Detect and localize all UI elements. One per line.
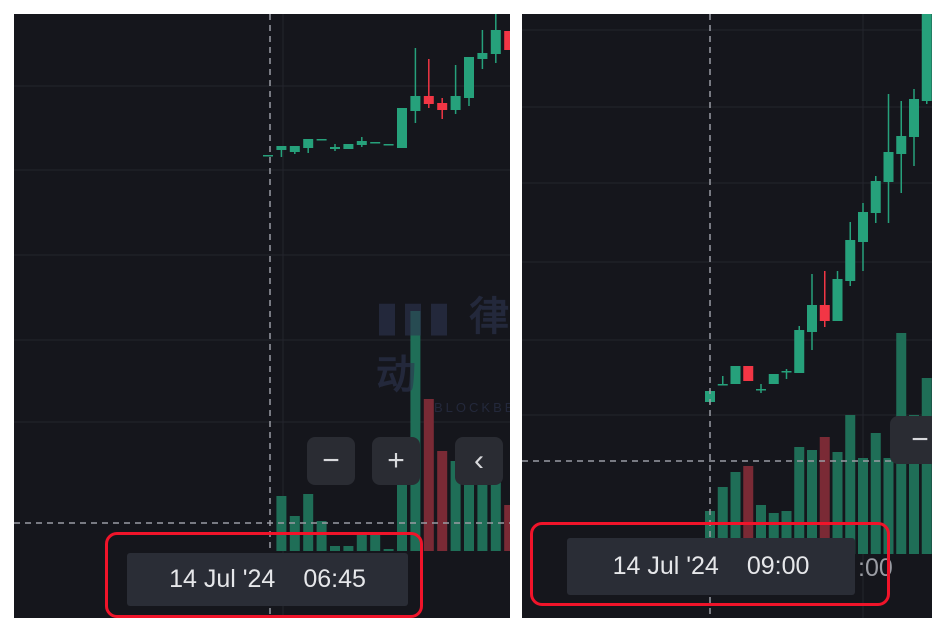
volume-bar [450,461,461,551]
crosshair-date: 14 Jul '24 [169,565,276,593]
candle-body [289,146,300,152]
volume-bar [383,549,394,551]
volume-bar [423,399,434,551]
minus-icon: − [911,423,929,456]
candle-body [370,142,381,144]
candle-body [356,141,367,145]
candle-body [450,96,461,110]
volume-bar [781,511,792,554]
candle-body [303,139,314,148]
highlight-box-right [530,522,890,606]
volume-bar [437,451,448,551]
scroll-back-button[interactable]: ‹ [455,437,503,485]
volume-bar [504,505,510,551]
volume-bar [845,415,856,554]
crosshair-time: 06:45 [303,565,366,593]
candle-body [437,103,448,110]
candle-body [397,108,407,148]
volume-bar [794,447,805,554]
candle-body [730,366,741,384]
zoom-out-button[interactable]: − [890,416,932,464]
candle-body [819,305,830,321]
volume-bar [858,458,868,554]
candle-body [490,30,501,54]
volume-bar [343,546,354,551]
candle-body [845,240,856,281]
volume-bar [370,534,381,551]
volume-bar [330,546,340,551]
highlight-box-left [105,532,423,618]
candle-body [343,144,354,149]
volume-bar [832,452,843,554]
candle-body [781,371,792,373]
candle-body [504,31,510,50]
candle-body [423,96,434,104]
plus-icon: + [387,444,405,477]
candle-body [756,389,766,391]
zoom-in-button[interactable]: + [372,437,420,485]
candle-body [263,155,273,157]
volume-bar [909,415,919,554]
candle-body [743,366,754,381]
candlestick-chart-left[interactable] [14,14,510,618]
candle-body [383,144,394,146]
volume-bar [756,505,766,554]
crosshair-time: 09:00 [746,552,810,580]
candle-body [276,146,287,150]
candle-body [768,374,779,384]
crosshair-time-label: 14 Jul '24 06:45 [127,553,408,606]
volume-bar [730,472,741,554]
candle-body [705,391,715,402]
candle-body [717,384,728,386]
volume-bar [490,461,501,551]
zoom-out-button[interactable]: − [307,437,355,485]
candle-body [896,136,907,154]
candle-body [410,96,421,111]
volume-bar [464,481,474,551]
candle-body [794,330,805,373]
volume-bar [819,437,830,554]
volume-bar [743,466,754,554]
volume-bar [316,521,327,551]
volume-bar [356,534,367,551]
candle-body [832,279,843,321]
candle-body [883,152,894,182]
crosshair-time-label: 14 Jul '24 09:00 [567,538,855,595]
candle-body [316,139,327,141]
volume-bar [477,481,488,551]
candle-body [477,53,488,59]
candle-body [870,181,881,213]
volume-bar [870,433,881,554]
crosshair-date: 14 Jul '24 [612,552,719,580]
candle-body [330,147,340,149]
candle-body [909,99,919,137]
volume-bar [303,494,314,551]
time-axis-label: :00 [858,554,893,582]
watermark-logo: ▮▮▮ 律动 BLOCKBEATS [376,295,510,415]
chevron-left-icon: ‹ [474,444,484,477]
candle-body [921,14,932,101]
minus-icon: − [322,444,340,477]
left-chart-panel[interactable]: ▮▮▮ 律动 BLOCKBEATS − + ‹ 14 Jul '24 06:45 [14,14,510,618]
volume-bar [397,461,407,551]
candle-body [464,57,474,98]
right-chart-panel[interactable]: − :00 14 Jul '24 09:00 [522,14,932,618]
volume-bar [410,311,421,551]
candle-body [807,305,817,332]
volume-bar [768,513,779,554]
volume-bar [883,458,894,554]
volume-bar [807,450,817,554]
candle-body [858,212,868,242]
volume-bar [717,487,728,554]
volume-bar [921,378,932,554]
